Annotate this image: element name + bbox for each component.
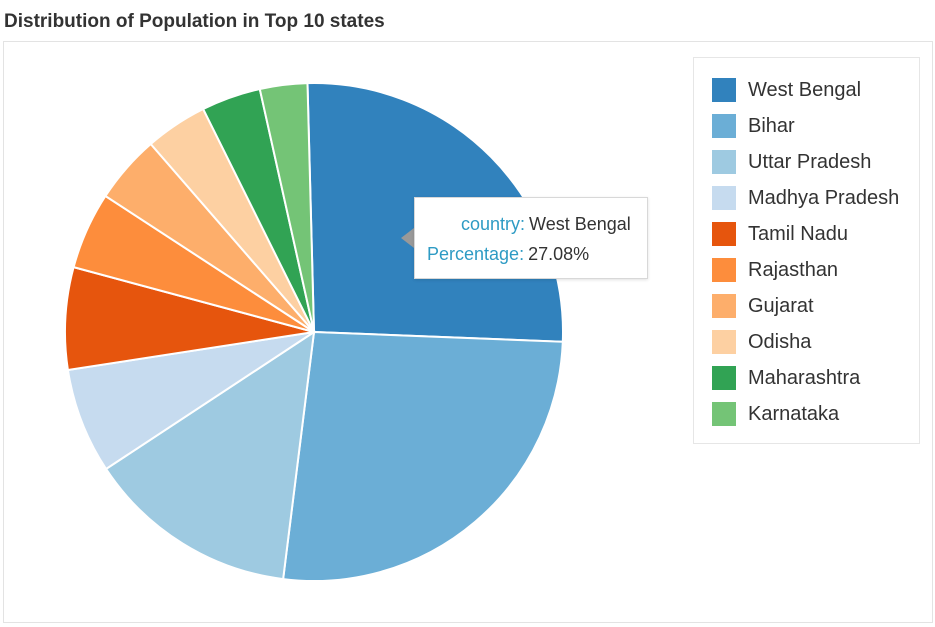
tooltip-row-country: country: West Bengal <box>461 214 631 235</box>
chart-title: Distribution of Population in Top 10 sta… <box>4 11 385 32</box>
legend-label: Madhya Pradesh <box>748 186 900 209</box>
tooltip-key-percentage: Percentage: <box>427 244 525 264</box>
legend-item-maharashtra[interactable]: Maharashtra <box>712 366 860 390</box>
legend-item-uttar-pradesh[interactable]: Uttar Pradesh <box>712 150 871 174</box>
legend-swatch <box>712 366 736 390</box>
pie-slice-karnataka[interactable] <box>258 82 315 333</box>
pie-slice-uttar-pradesh[interactable] <box>104 329 316 581</box>
tooltip-key-country: country: <box>461 214 526 234</box>
legend-label: Gujarat <box>748 294 814 317</box>
legend-swatch <box>712 294 736 318</box>
legend-item-west-bengal[interactable]: West Bengal <box>712 78 861 102</box>
legend-item-bihar[interactable]: Bihar <box>712 114 795 138</box>
legend-item-gujarat[interactable]: Gujarat <box>712 294 814 318</box>
legend-label: Tamil Nadu <box>748 222 849 245</box>
legend-swatch <box>712 222 736 246</box>
legend-swatch <box>712 150 736 174</box>
legend-swatch <box>712 258 736 282</box>
legend-label: Maharashtra <box>748 366 861 389</box>
legend-swatch <box>712 186 736 210</box>
legend-swatch <box>712 114 736 138</box>
legend-item-rajasthan[interactable]: Rajasthan <box>712 258 838 282</box>
pie-slice-bihar[interactable] <box>282 330 564 582</box>
tooltip-arrow <box>401 228 414 248</box>
legend-item-odisha[interactable]: Odisha <box>712 330 811 354</box>
legend-swatch <box>712 402 736 426</box>
legend: West Bengal Bihar Uttar Pradesh Madhya Prad… <box>693 57 920 444</box>
legend-label: Karnataka <box>748 402 840 425</box>
legend-item-madhya-pradesh[interactable]: Madhya Pradesh <box>712 186 899 210</box>
legend-item-karnataka[interactable]: Karnataka <box>712 402 839 426</box>
legend-label: Odisha <box>748 330 812 353</box>
legend-item-tamil-nadu[interactable]: Tamil Nadu <box>712 222 848 246</box>
legend-swatch <box>712 330 736 354</box>
tooltip: country: West Bengal Percentage: 27.08% <box>414 197 648 279</box>
legend-label: Rajasthan <box>748 258 839 281</box>
tooltip-value-percentage: 27.08% <box>528 244 590 264</box>
tooltip-row-percentage: Percentage: 27.08% <box>427 244 589 265</box>
legend-label: Bihar <box>748 114 795 137</box>
legend-swatch <box>712 78 736 102</box>
legend-label: Uttar Pradesh <box>748 150 872 173</box>
pie-slice-madhya-pradesh[interactable] <box>66 331 315 471</box>
tooltip-value-country: West Bengal <box>529 214 631 234</box>
legend-label: West Bengal <box>748 78 862 101</box>
